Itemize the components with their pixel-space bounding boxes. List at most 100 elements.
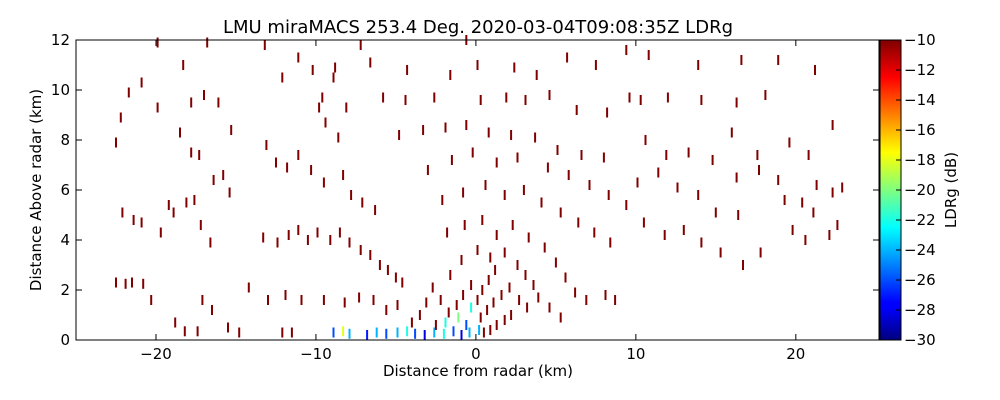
data-point-82: [281, 327, 284, 338]
data-point-198: [513, 62, 516, 73]
colorbar-tick-label: −20: [904, 181, 936, 199]
data-point-216: [742, 260, 744, 270]
data-point-32: [206, 37, 209, 48]
data-point-223: [777, 175, 780, 185]
data-point-33: [263, 40, 266, 50]
data-point-97: [460, 330, 463, 340]
data-point-217: [644, 135, 647, 145]
data-point-191: [575, 105, 578, 115]
data-point-146: [554, 257, 557, 268]
data-point-168: [516, 152, 519, 163]
data-point-149: [585, 295, 588, 305]
x-tick-label: 10: [626, 345, 645, 363]
data-point-220: [711, 155, 714, 165]
data-point-122: [439, 295, 442, 305]
data-point-218: [665, 150, 668, 160]
data-point-222: [758, 165, 760, 175]
data-point-58: [348, 237, 351, 248]
data-point-121: [447, 307, 450, 318]
data-point-165: [450, 155, 453, 165]
data-point-43: [297, 150, 300, 160]
data-point-9: [167, 200, 170, 210]
data-point-213: [714, 207, 717, 218]
data-point-184: [382, 92, 385, 103]
data-point-7: [140, 217, 143, 228]
data-point-10: [172, 207, 175, 218]
data-point-205: [663, 230, 666, 240]
data-point-139: [446, 227, 449, 238]
data-point-91: [406, 326, 409, 337]
data-point-96: [452, 326, 455, 337]
data-point-2: [131, 277, 133, 288]
data-point-189: [524, 95, 527, 105]
data-point-68: [300, 295, 303, 305]
data-point-4: [150, 295, 153, 305]
data-point-241: [815, 180, 818, 190]
y-tick-label: 4: [60, 231, 70, 249]
data-point-156: [484, 180, 487, 190]
data-point-111: [492, 297, 495, 308]
y-tick-label: 0: [60, 331, 70, 349]
data-point-114: [476, 295, 479, 305]
data-point-75: [201, 295, 204, 305]
data-point-224: [639, 95, 642, 105]
colorbar-tick-label: −24: [904, 241, 936, 259]
data-point-210: [657, 167, 660, 178]
colorbar-tick-label: −12: [904, 61, 936, 79]
data-point-118: [470, 280, 473, 290]
data-point-89: [385, 328, 388, 339]
data-point-104: [482, 327, 485, 338]
data-point-243: [841, 182, 844, 193]
data-point-172: [607, 190, 610, 200]
data-point-127: [434, 320, 437, 330]
y-tick-label: 10: [51, 81, 70, 99]
data-point-70: [343, 297, 346, 308]
data-point-208: [719, 247, 722, 258]
data-point-81: [196, 326, 199, 337]
data-point-113: [508, 282, 511, 293]
data-point-21: [119, 112, 122, 123]
data-point-27: [203, 90, 205, 100]
data-point-53: [297, 225, 300, 235]
chart-title: LMU miraMACS 253.4 Deg. 2020-03-04T09:08…: [223, 17, 733, 38]
data-point-240: [801, 197, 804, 208]
data-point-173: [625, 200, 628, 210]
data-point-124: [425, 297, 428, 308]
data-point-108: [510, 310, 513, 320]
data-point-188: [505, 92, 508, 103]
data-point-197: [476, 60, 479, 70]
data-point-76: [211, 305, 213, 315]
data-point-226: [700, 95, 703, 105]
data-point-136: [518, 295, 521, 305]
data-point-158: [522, 185, 525, 195]
data-point-137: [526, 302, 529, 313]
y-tick-label: 12: [51, 31, 70, 49]
data-point-157: [503, 190, 506, 200]
data-point-126: [410, 317, 413, 328]
data-point-12: [193, 195, 196, 205]
data-point-237: [807, 150, 810, 160]
data-point-25: [179, 127, 181, 138]
data-point-69: [322, 295, 325, 305]
y-tick-label: 8: [60, 131, 70, 149]
data-point-48: [361, 197, 364, 208]
data-point-178: [487, 127, 490, 138]
data-point-29: [230, 125, 233, 135]
data-point-61: [378, 260, 381, 270]
data-point-42: [286, 162, 289, 173]
data-point-50: [262, 232, 265, 243]
data-point-79: [174, 317, 177, 328]
data-point-135: [532, 280, 535, 290]
data-point-103: [478, 325, 481, 335]
data-point-155: [462, 187, 465, 198]
data-point-62: [386, 265, 389, 275]
data-point-90: [396, 327, 399, 338]
data-point-181: [556, 145, 559, 155]
data-point-78: [238, 327, 241, 338]
data-point-233: [814, 65, 816, 75]
data-point-235: [756, 150, 759, 160]
data-point-144: [527, 232, 530, 243]
data-point-37: [332, 72, 335, 83]
data-points: [115, 35, 844, 340]
